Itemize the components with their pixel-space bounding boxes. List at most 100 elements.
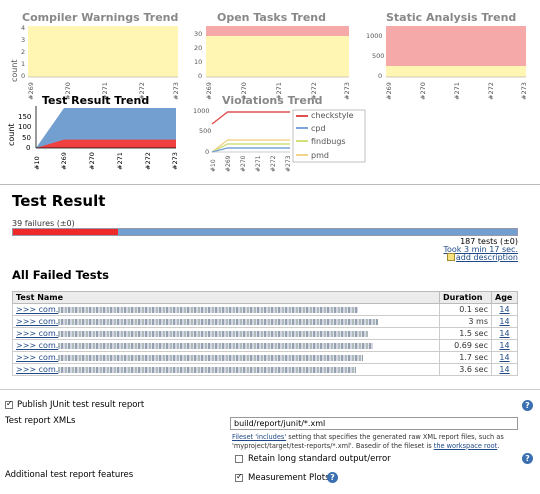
area-high	[206, 26, 349, 36]
age-link[interactable]: 14	[499, 317, 510, 326]
age-cell[interactable]: 14	[491, 315, 518, 328]
test-name-cell[interactable]: >>> com.	[12, 351, 440, 364]
add-description[interactable]: add description	[446, 253, 518, 262]
age-cell[interactable]: 14	[491, 363, 518, 376]
duration-cell: 1.7 sec	[439, 351, 492, 364]
area-normal	[386, 66, 526, 77]
y-tick: 100	[18, 123, 31, 131]
add-description-link[interactable]: add description	[455, 253, 518, 262]
x-tick: #270	[240, 155, 247, 172]
fileset-includes-link[interactable]: Fileset 'includes'	[232, 433, 287, 441]
test-name-cell[interactable]: >>> com.	[12, 303, 440, 316]
ylabel: count	[7, 123, 16, 146]
test-name-cell[interactable]: >>> com.	[12, 363, 440, 376]
x-tick: #269	[225, 155, 232, 172]
retain-output-checkbox[interactable]	[235, 455, 243, 463]
help-icon[interactable]: ?	[522, 400, 533, 411]
x-tick: #272	[138, 82, 146, 100]
measurement-plots-checkbox[interactable]	[235, 472, 243, 482]
age-link[interactable]: 14	[499, 365, 510, 374]
legend-label-cpd: cpd	[311, 124, 326, 133]
y-tick: 500	[372, 52, 384, 60]
test-result-trend-chart[interactable]: count 150 100 50 0 #10 #269 #270 #271 #2…	[4, 104, 184, 174]
age-cell[interactable]: 14	[491, 351, 518, 364]
test-link[interactable]: >>> com.	[16, 317, 59, 326]
workspace-root-link[interactable]: the workspace root	[433, 441, 498, 450]
publish-junit-label: Publish JUnit test result report	[17, 400, 145, 410]
x-tick-labels: #269 #270 #271 #272 #273	[385, 82, 528, 100]
age-link[interactable]: 14	[499, 329, 510, 338]
violations-trend-chart[interactable]: 1000 500 0 checkstyle cpd findbugs pmd #…	[190, 104, 370, 174]
redacted-text	[58, 330, 369, 337]
line-pmd	[211, 139, 290, 153]
test-link[interactable]: >>> com.	[16, 365, 59, 374]
age-cell[interactable]: 14	[491, 339, 518, 352]
test-link[interactable]: >>> com.	[16, 329, 59, 338]
area-warnings	[28, 26, 178, 77]
x-tick: #273	[520, 82, 528, 100]
legend-label-pmd: pmd	[311, 151, 329, 160]
table-row: >>> com. 0.1 sec 14	[12, 303, 518, 316]
test-name-cell[interactable]: >>> com.	[12, 339, 440, 352]
test-result-trend-title[interactable]: Test Result Trend	[42, 94, 150, 107]
violations-trend-title[interactable]: Violations Trend	[222, 94, 323, 107]
test-link[interactable]: >>> com.	[16, 341, 59, 350]
y-tick: 10	[194, 58, 202, 66]
measurement-plots-label: Measurement Plots	[248, 473, 330, 483]
legend: checkstyle cpd findbugs pmd	[296, 111, 354, 160]
x-tick: #272	[487, 82, 495, 100]
col-duration[interactable]: Duration	[439, 291, 492, 304]
static-analysis-trend-title[interactable]: Static Analysis Trend	[386, 11, 517, 24]
all-failed-tests-title: All Failed Tests	[12, 268, 109, 282]
x-tick: #271	[116, 152, 124, 170]
redacted-text	[58, 342, 374, 349]
static-analysis-trend-chart[interactable]: 1000 500 0 #269 #270 #271 #272 #273	[360, 22, 535, 102]
test-result-areas	[36, 108, 176, 148]
redacted-text	[58, 306, 359, 313]
test-name-cell[interactable]: >>> com.	[12, 315, 440, 328]
y-tick: 2	[21, 48, 25, 56]
help-text-end: .	[497, 441, 500, 450]
test-link[interactable]: >>> com.	[16, 305, 59, 314]
test-name-cell[interactable]: >>> com.	[12, 327, 440, 340]
help-text-part-2: 'myproject/target/test-reports/*.xml'. B…	[232, 441, 434, 450]
open-tasks-trend-title[interactable]: Open Tasks Trend	[217, 11, 326, 24]
age-link[interactable]: 14	[499, 341, 510, 350]
notepad-icon	[446, 253, 455, 261]
table-header-row: Test Name Duration Age	[12, 291, 518, 304]
x-tick: #272	[310, 82, 318, 100]
age-link[interactable]: 14	[499, 353, 510, 362]
age-cell[interactable]: 14	[491, 327, 518, 340]
y-tick-labels: 1000 500 0	[366, 32, 384, 80]
y-tick-labels: 30 20 10 0	[194, 30, 202, 80]
y-tick: 0	[21, 72, 25, 80]
area-series-1	[36, 108, 176, 148]
help-icon[interactable]: ?	[327, 472, 338, 483]
x-tick: #271	[255, 155, 262, 172]
config-divider	[0, 389, 540, 390]
x-tick: #270	[240, 82, 248, 100]
test-report-xmls-input[interactable]	[230, 417, 518, 430]
help-icon[interactable]: ?	[522, 453, 533, 464]
age-cell[interactable]: 14	[491, 303, 518, 316]
col-age[interactable]: Age	[491, 291, 518, 304]
additional-features-label: Additional test report features	[5, 470, 134, 480]
compiler-warnings-trend-title[interactable]: Compiler Warnings Trend	[22, 11, 179, 24]
publish-junit-checkbox[interactable]	[5, 399, 13, 409]
x-tick: #272	[144, 152, 152, 170]
line-checkstyle	[211, 111, 290, 125]
legend-swatch-findbugs	[296, 140, 308, 142]
open-tasks-trend-chart[interactable]: 30 20 10 0 #269 #270 #271 #272 #273	[190, 22, 360, 102]
duration-cell: 0.1 sec	[439, 303, 492, 316]
x-tick: #10	[33, 156, 41, 170]
duration-cell: 3.6 sec	[439, 363, 492, 376]
y-tick: 0	[378, 72, 382, 80]
took-link[interactable]: Took 3 min 17 sec.	[443, 245, 518, 254]
col-test-name[interactable]: Test Name	[12, 291, 440, 304]
x-tick: #273	[171, 152, 179, 170]
test-link[interactable]: >>> com.	[16, 353, 59, 362]
table-row: >>> com. 3.6 sec 14	[12, 363, 518, 376]
compiler-warnings-trend-chart[interactable]: count 4 3 2 1 0 #269 #270 #271 #272 #273	[10, 22, 180, 102]
duration-cell: 3 ms	[439, 315, 492, 328]
age-link[interactable]: 14	[499, 305, 510, 314]
